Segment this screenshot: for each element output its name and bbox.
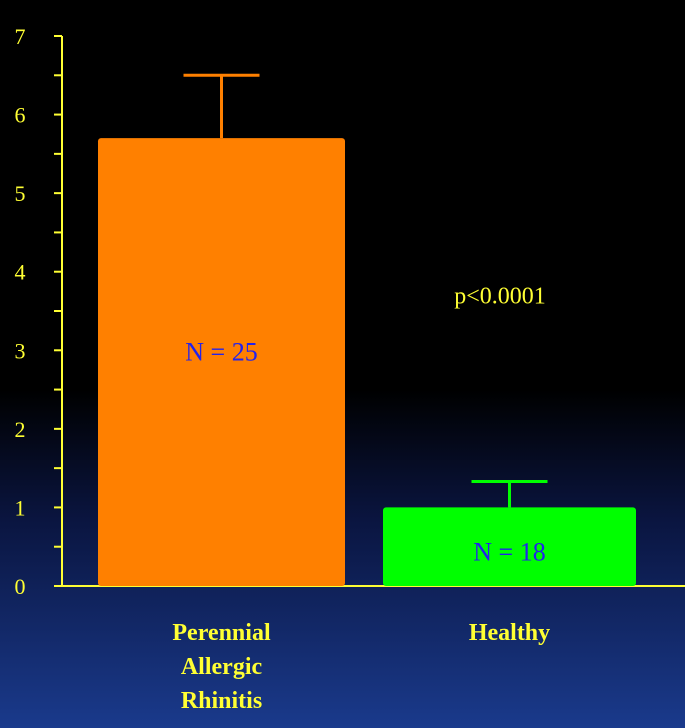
y-tick-label: 3 [15, 338, 26, 363]
y-tick-label: 2 [15, 417, 26, 442]
y-tick-label: 0 [15, 574, 26, 599]
bar-n-label: N = 25 [185, 337, 257, 366]
y-tick-label: 7 [15, 24, 26, 49]
x-category-label: Allergic [181, 654, 263, 680]
bar [98, 138, 345, 586]
x-category-label: Healthy [469, 620, 550, 646]
bar [383, 507, 636, 586]
p-value-annotation: p<0.0001 [454, 283, 546, 309]
x-category-label: Perennial [172, 620, 271, 646]
bar-n-label: N = 18 [473, 538, 545, 567]
y-tick-label: 4 [15, 260, 26, 285]
y-tick-label: 5 [15, 181, 26, 206]
x-category-label: Rhinitis [181, 688, 262, 714]
y-tick-label: 6 [15, 103, 26, 128]
y-tick-label: 1 [15, 495, 26, 520]
